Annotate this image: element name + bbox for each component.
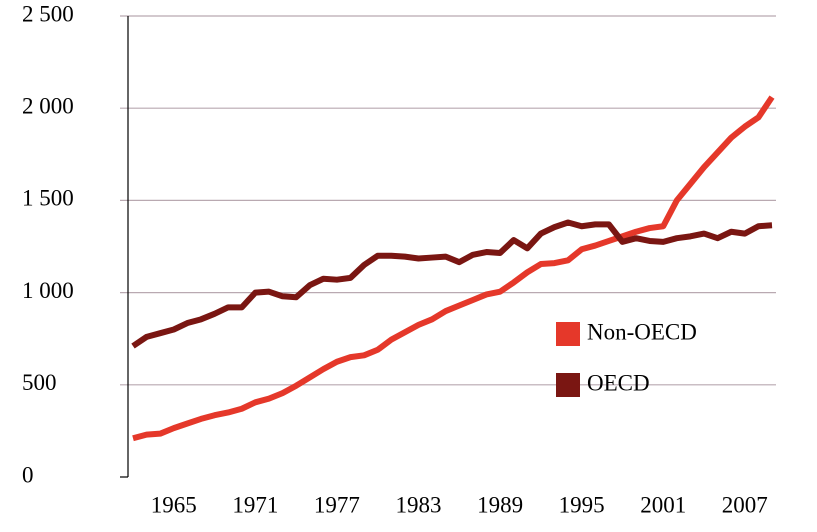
x-tick-label: 1983 [396, 492, 442, 517]
y-tick-label: 500 [22, 370, 57, 395]
legend-label: Non-OECD [587, 319, 697, 344]
y-tick-label: 1 500 [22, 186, 74, 211]
x-tick-label: 1995 [559, 492, 605, 517]
x-tick-label: 1977 [314, 492, 360, 517]
x-tick-label: 2007 [722, 492, 768, 517]
series-line [132, 95, 775, 442]
x-tick-label: 1965 [151, 492, 197, 517]
y-tick-label: 0 [22, 462, 34, 487]
y-tick-label: 2 500 [22, 1, 74, 26]
x-tick-label: 1971 [232, 492, 278, 517]
x-tick-label: 2001 [640, 492, 686, 517]
legend-label: OECD [587, 370, 650, 395]
y-tick-label: 1 000 [22, 278, 74, 303]
legend-swatch [556, 373, 580, 397]
legend-swatch [556, 322, 580, 346]
y-tick-label: 2 000 [22, 93, 74, 118]
series-line [131, 219, 773, 349]
x-tick-label: 1989 [477, 492, 523, 517]
